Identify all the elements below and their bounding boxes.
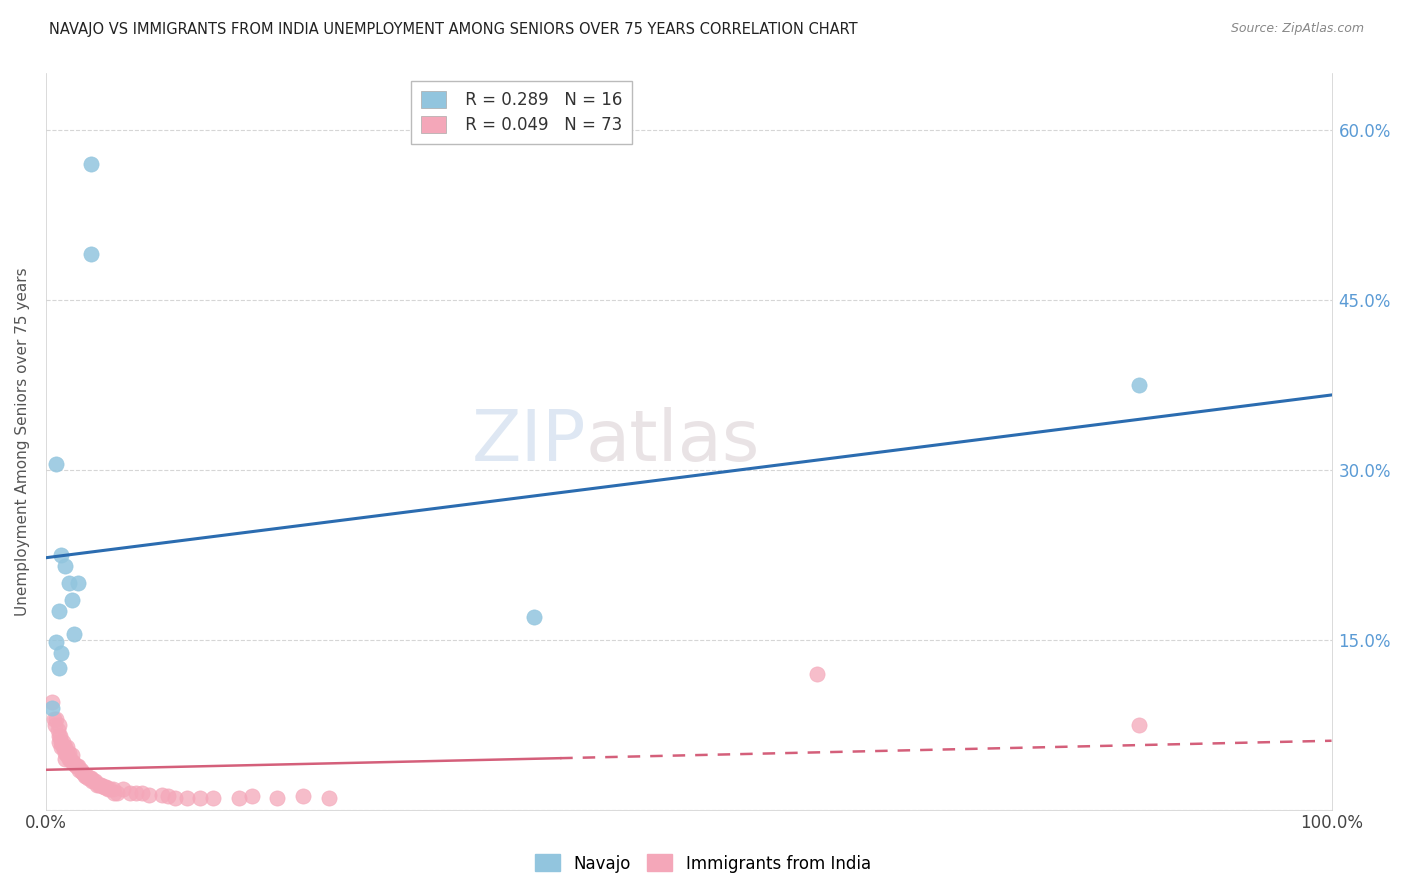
Point [60, 748, 83, 763]
Point [52, 740, 75, 755]
Point [1128, 717, 1150, 731]
Point [89, 778, 111, 792]
Point [53, 746, 76, 760]
Point [59, 751, 82, 765]
Point [53, 751, 76, 765]
Point [80, 247, 103, 261]
Point [806, 666, 828, 681]
Point [79, 771, 101, 785]
Point [97, 782, 120, 797]
Text: atlas: atlas [586, 407, 761, 475]
Point [58, 751, 80, 765]
Text: ZIP: ZIP [471, 407, 586, 475]
Point [118, 785, 141, 799]
Point [48, 717, 70, 731]
Point [60, 593, 83, 607]
Point [60, 755, 83, 769]
Point [69, 763, 91, 777]
Point [125, 785, 148, 799]
Point [240, 789, 263, 803]
Point [48, 604, 70, 618]
Point [46, 723, 69, 738]
Point [63, 757, 86, 772]
Point [51, 734, 73, 748]
Point [63, 627, 86, 641]
Point [150, 788, 173, 802]
Point [96, 780, 118, 794]
Point [55, 748, 77, 763]
Point [105, 785, 128, 799]
Point [70, 765, 93, 780]
Point [103, 785, 125, 799]
Point [112, 782, 135, 797]
Point [45, 635, 67, 649]
Point [77, 771, 100, 785]
Legend: Navajo, Immigrants from India: Navajo, Immigrants from India [529, 847, 877, 880]
Point [49, 729, 72, 743]
Point [98, 782, 121, 797]
Point [51, 548, 73, 562]
Point [87, 778, 110, 792]
Point [101, 782, 124, 797]
Point [318, 791, 340, 805]
Point [292, 789, 315, 803]
Point [131, 785, 153, 799]
Point [67, 575, 90, 590]
Point [42, 712, 65, 726]
Text: NAVAJO VS IMMIGRANTS FROM INDIA UNEMPLOYMENT AMONG SENIORS OVER 75 YEARS CORRELA: NAVAJO VS IMMIGRANTS FROM INDIA UNEMPLOY… [49, 22, 858, 37]
Point [44, 717, 66, 731]
Point [157, 789, 180, 803]
Point [73, 768, 96, 782]
Point [52, 740, 75, 755]
Legend:  R = 0.289   N = 16,  R = 0.049   N = 73: R = 0.289 N = 16, R = 0.049 N = 73 [412, 81, 631, 145]
Point [58, 575, 80, 590]
Point [93, 780, 115, 794]
Point [58, 746, 80, 760]
Point [48, 729, 70, 743]
Point [65, 759, 87, 773]
Y-axis label: Unemployment Among Seniors over 75 years: Unemployment Among Seniors over 75 years [15, 267, 30, 615]
Point [1128, 377, 1150, 392]
Point [51, 740, 73, 755]
Text: Source: ZipAtlas.com: Source: ZipAtlas.com [1230, 22, 1364, 36]
Point [228, 791, 250, 805]
Point [83, 774, 105, 789]
Point [176, 791, 198, 805]
Point [83, 774, 105, 789]
Point [75, 768, 97, 782]
Point [48, 734, 70, 748]
Point [163, 791, 186, 805]
Point [67, 763, 90, 777]
Point [202, 791, 225, 805]
Point [266, 791, 288, 805]
Point [53, 558, 76, 573]
Point [45, 457, 67, 471]
Point [41, 700, 63, 714]
Point [72, 766, 94, 780]
Point [67, 759, 90, 773]
Point [90, 778, 112, 792]
Point [45, 712, 67, 726]
Point [66, 759, 89, 773]
Point [52, 734, 75, 748]
Point [94, 780, 117, 794]
Point [80, 156, 103, 170]
Point [188, 791, 211, 805]
Point [82, 774, 104, 789]
Point [48, 661, 70, 675]
Point [80, 771, 103, 785]
Point [138, 788, 160, 802]
Point [76, 768, 98, 782]
Point [51, 646, 73, 660]
Point [86, 778, 108, 792]
Point [56, 748, 79, 763]
Point [55, 740, 77, 755]
Point [62, 755, 84, 769]
Point [53, 740, 76, 755]
Point [523, 610, 546, 624]
Point [41, 695, 63, 709]
